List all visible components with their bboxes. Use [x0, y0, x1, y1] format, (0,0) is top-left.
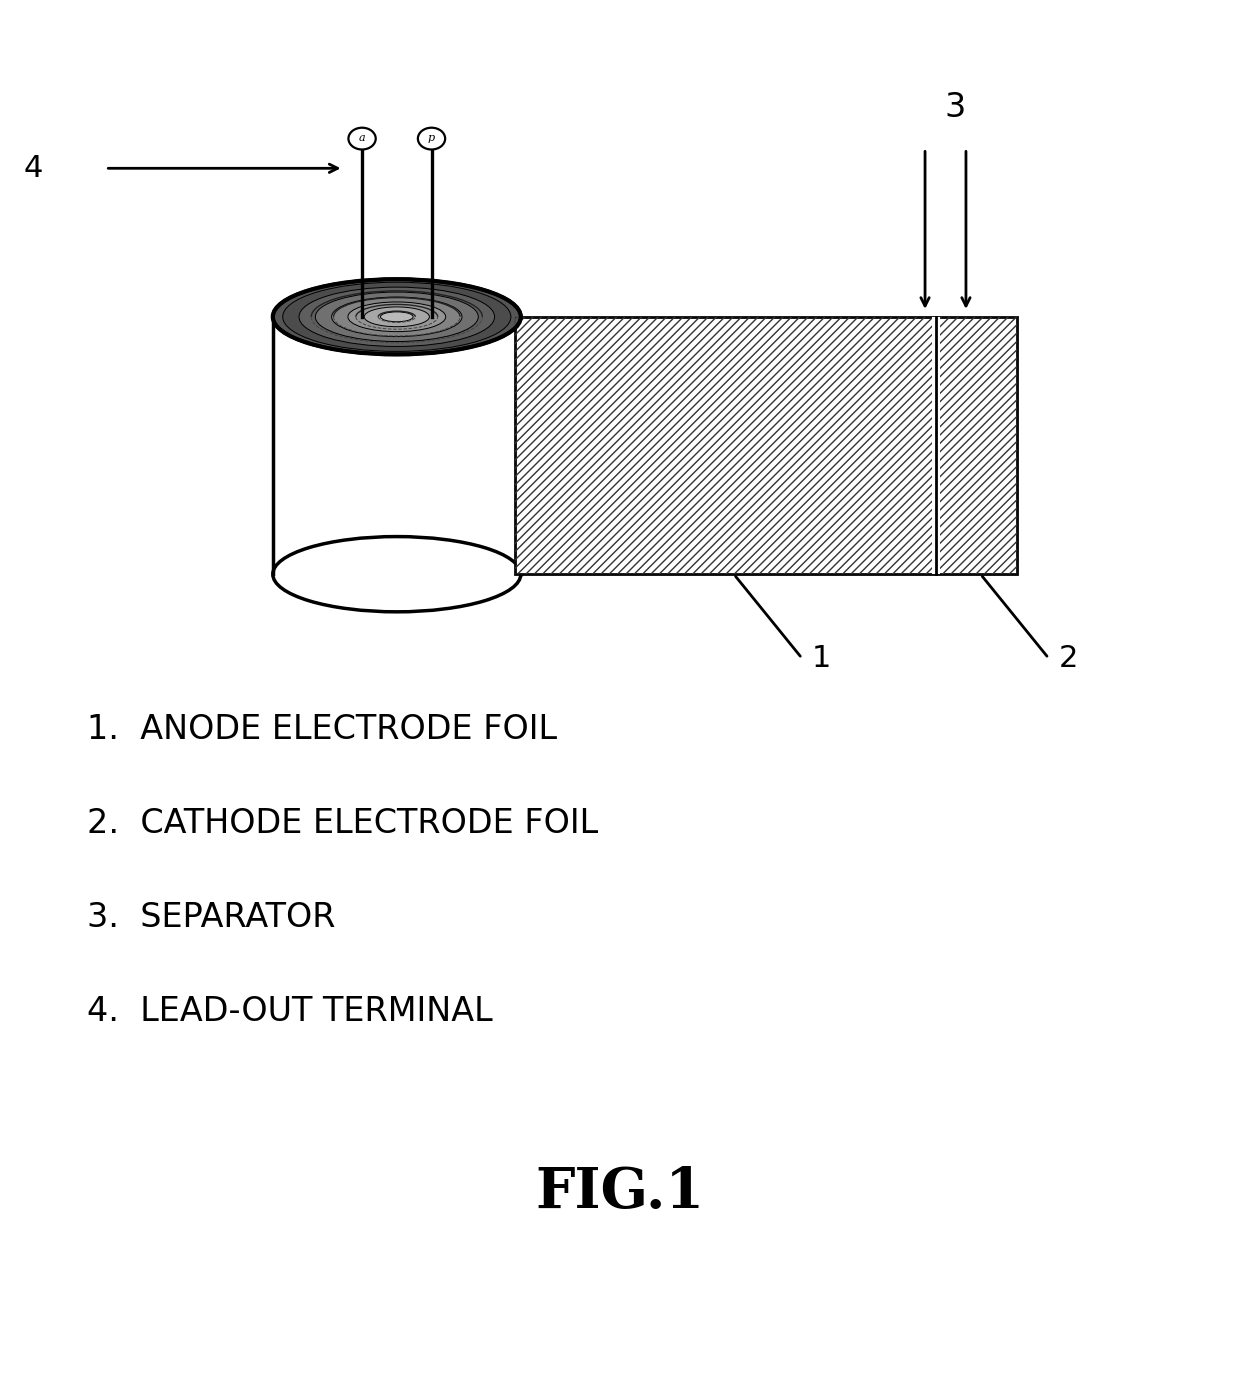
Ellipse shape — [381, 312, 413, 322]
Text: 3.  SEPARATOR: 3. SEPARATOR — [87, 901, 335, 934]
Text: p: p — [428, 133, 435, 143]
Bar — [936, 317, 1017, 574]
Circle shape — [418, 128, 445, 150]
Ellipse shape — [331, 297, 463, 337]
Text: a: a — [358, 133, 366, 143]
Ellipse shape — [283, 283, 511, 352]
Text: 2: 2 — [1059, 644, 1078, 672]
Text: 4: 4 — [24, 154, 43, 183]
Text: 2.  CATHODE ELECTRODE FOIL: 2. CATHODE ELECTRODE FOIL — [87, 807, 598, 840]
Bar — [936, 317, 1017, 574]
Circle shape — [348, 128, 376, 150]
Text: 3: 3 — [944, 90, 966, 123]
Ellipse shape — [365, 306, 429, 327]
Bar — [515, 317, 936, 574]
Bar — [932, 317, 940, 574]
Text: FIG.1: FIG.1 — [536, 1166, 704, 1221]
Ellipse shape — [273, 279, 521, 355]
Text: 1: 1 — [812, 644, 831, 672]
Bar — [515, 317, 936, 574]
Ellipse shape — [315, 292, 479, 341]
Text: 1.  ANODE ELECTRODE FOIL: 1. ANODE ELECTRODE FOIL — [87, 712, 557, 746]
Text: 4.  LEAD-OUT TERMINAL: 4. LEAD-OUT TERMINAL — [87, 995, 492, 1028]
Ellipse shape — [299, 287, 495, 346]
Ellipse shape — [348, 302, 445, 331]
